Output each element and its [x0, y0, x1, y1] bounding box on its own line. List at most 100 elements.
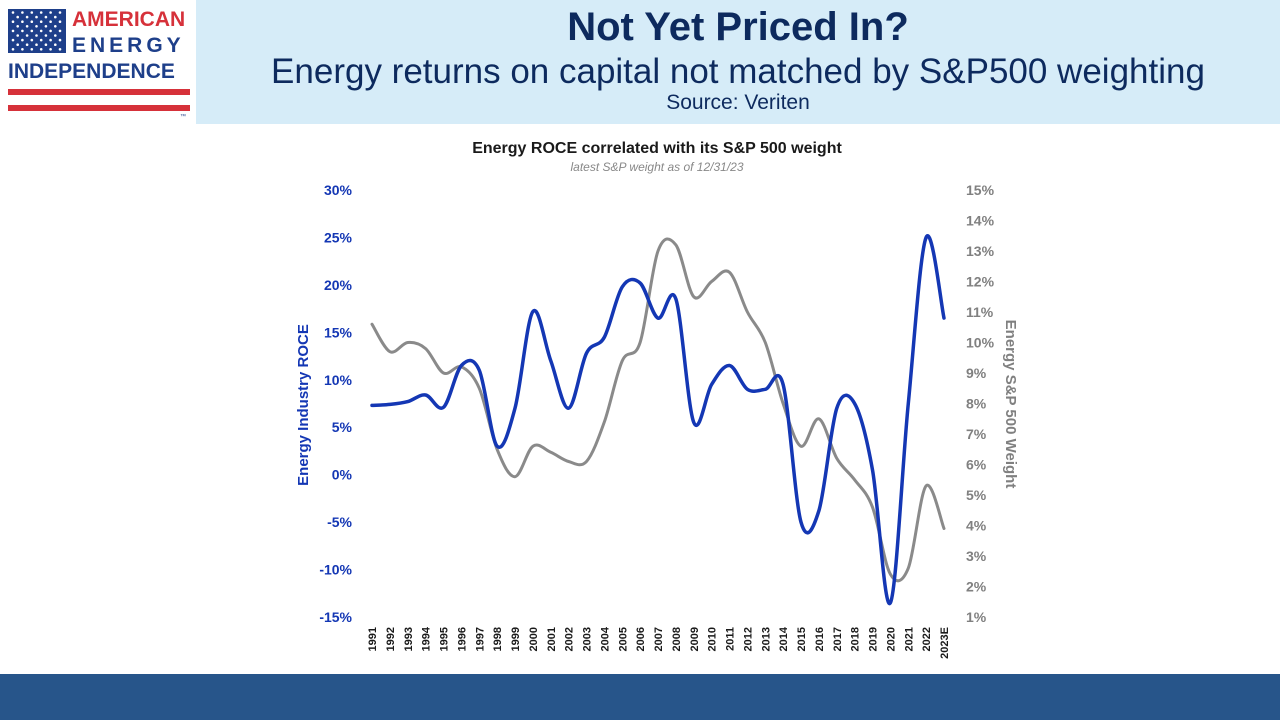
- flag-star: [49, 38, 52, 42]
- left-tick-label: 10%: [324, 372, 353, 388]
- x-tick-label: 2005: [617, 627, 629, 651]
- x-tick-label: 2003: [582, 627, 594, 651]
- flag-star: [58, 20, 62, 23]
- x-tick-label: 1994: [421, 626, 433, 651]
- x-tick-label: 2020: [885, 627, 897, 651]
- right-tick-label: 10%: [966, 335, 995, 351]
- chart-title: Energy ROCE correlated with its S&P 500 …: [472, 140, 842, 157]
- flag-star: [54, 43, 57, 46]
- x-tick-label: 2017: [832, 627, 844, 651]
- x-tick-label: 2013: [760, 627, 772, 651]
- x-tick-label: 1997: [474, 627, 486, 651]
- x-tick-label: 2001: [546, 627, 558, 651]
- right-axis-ticks: 1% 2% 3% 4% 5% 6% 7% 8% 9% 10% 11% 12% 13% 14% 15%: [966, 182, 995, 625]
- logo-stripe-2: [8, 105, 190, 111]
- flag-star: [21, 29, 24, 33]
- flag-star: [39, 38, 43, 42]
- flag-star: [16, 15, 19, 19]
- right-tick-label: 8%: [966, 396, 987, 412]
- flag-star: [44, 25, 48, 28]
- x-tick-label: 2016: [814, 627, 826, 651]
- flag-star: [11, 11, 15, 14]
- flag-star: [21, 11, 24, 14]
- x-tick-label: 1998: [492, 627, 504, 651]
- right-tick-label: 14%: [966, 213, 995, 229]
- flag-star: [25, 43, 29, 46]
- flag-star: [49, 29, 52, 33]
- x-tick-label: 2002: [564, 627, 576, 651]
- left-tick-label: -10%: [319, 562, 352, 578]
- x-tick-label: 2014: [778, 626, 790, 651]
- x-tick-label: 1999: [510, 627, 522, 651]
- flag-star: [39, 29, 43, 33]
- flag-star: [39, 11, 43, 14]
- x-axis-ticks: 1991 1992 1993 1994 1995 1996 1997 1998 1999 2000…: [367, 626, 951, 659]
- left-tick-label: 25%: [324, 229, 353, 245]
- chart-subtitle: latest S&P weight as of 12/31/23: [571, 160, 744, 174]
- roce-weight-chart: Energy ROCE correlated with its S&P 500 …: [295, 140, 1019, 659]
- x-tick-label: 2006: [635, 627, 647, 651]
- x-tick-label: 1996: [456, 627, 468, 651]
- flag-star: [16, 25, 19, 28]
- flag-star: [35, 34, 38, 37]
- x-tick-label: 1992: [385, 627, 397, 651]
- left-tick-label: 5%: [332, 419, 353, 435]
- flag-star: [58, 38, 62, 42]
- flag-star: [49, 48, 52, 51]
- left-tick-label: -5%: [327, 514, 352, 530]
- page-title: Not Yet Priced In?: [567, 5, 909, 49]
- flag-star: [54, 15, 57, 19]
- logo-line-1: AMERICAN: [72, 8, 186, 31]
- flag-star: [49, 11, 52, 14]
- flag-star: [58, 48, 62, 51]
- right-tick-label: 6%: [966, 457, 987, 473]
- flag-star: [58, 11, 62, 14]
- flag-star: [35, 25, 38, 28]
- x-tick-label: 2023E: [939, 627, 951, 659]
- flag-star: [35, 43, 38, 46]
- sp500-weight-line: [370, 237, 946, 583]
- x-tick-label: 2010: [707, 627, 719, 651]
- flag-star: [16, 43, 19, 46]
- right-tick-label: 9%: [966, 365, 987, 381]
- flag-star: [39, 48, 43, 51]
- flag-star: [21, 48, 24, 51]
- page-subtitle: Energy returns on capital not matched by…: [271, 52, 1205, 91]
- header-banner: [0, 0, 1280, 124]
- flag-star: [11, 20, 15, 23]
- logo-trademark: ™: [180, 114, 186, 120]
- x-tick-label: 2022: [921, 627, 933, 651]
- flag-star: [11, 38, 15, 42]
- flag-star: [54, 34, 57, 37]
- footer-bar: [0, 674, 1280, 720]
- right-axis-label: Energy S&P 500 Weight: [1002, 320, 1019, 489]
- x-tick-label: 2004: [599, 626, 611, 651]
- flag-star: [16, 34, 19, 37]
- x-tick-label: 2008: [671, 627, 683, 651]
- flag-star: [30, 11, 34, 14]
- flag-star: [44, 34, 48, 37]
- flag-star: [30, 38, 34, 42]
- x-tick-label: 2018: [850, 627, 862, 651]
- left-axis-ticks: -15% -10% -5% 0% 5% 10% 15% 20% 25% 30%: [319, 182, 352, 625]
- us-flag-icon: [8, 9, 66, 53]
- x-tick-label: 1991: [367, 627, 379, 651]
- left-tick-label: -15%: [319, 609, 352, 625]
- x-tick-label: 2012: [742, 627, 754, 651]
- flag-stars: [11, 11, 62, 51]
- left-tick-label: 0%: [332, 467, 353, 483]
- right-tick-label: 15%: [966, 182, 995, 198]
- flag-star: [25, 15, 29, 19]
- flag-star: [21, 38, 24, 42]
- x-tick-label: 2009: [689, 627, 701, 651]
- flag-star: [54, 25, 57, 28]
- flag-star: [58, 29, 62, 33]
- x-tick-label: 1993: [403, 627, 415, 651]
- right-tick-label: 12%: [966, 274, 995, 290]
- right-tick-label: 1%: [966, 609, 987, 625]
- left-tick-label: 15%: [324, 324, 353, 340]
- x-tick-label: 2011: [725, 627, 737, 651]
- flag-star: [11, 48, 15, 51]
- x-tick-label: 2021: [903, 627, 915, 651]
- flag-star: [25, 25, 29, 28]
